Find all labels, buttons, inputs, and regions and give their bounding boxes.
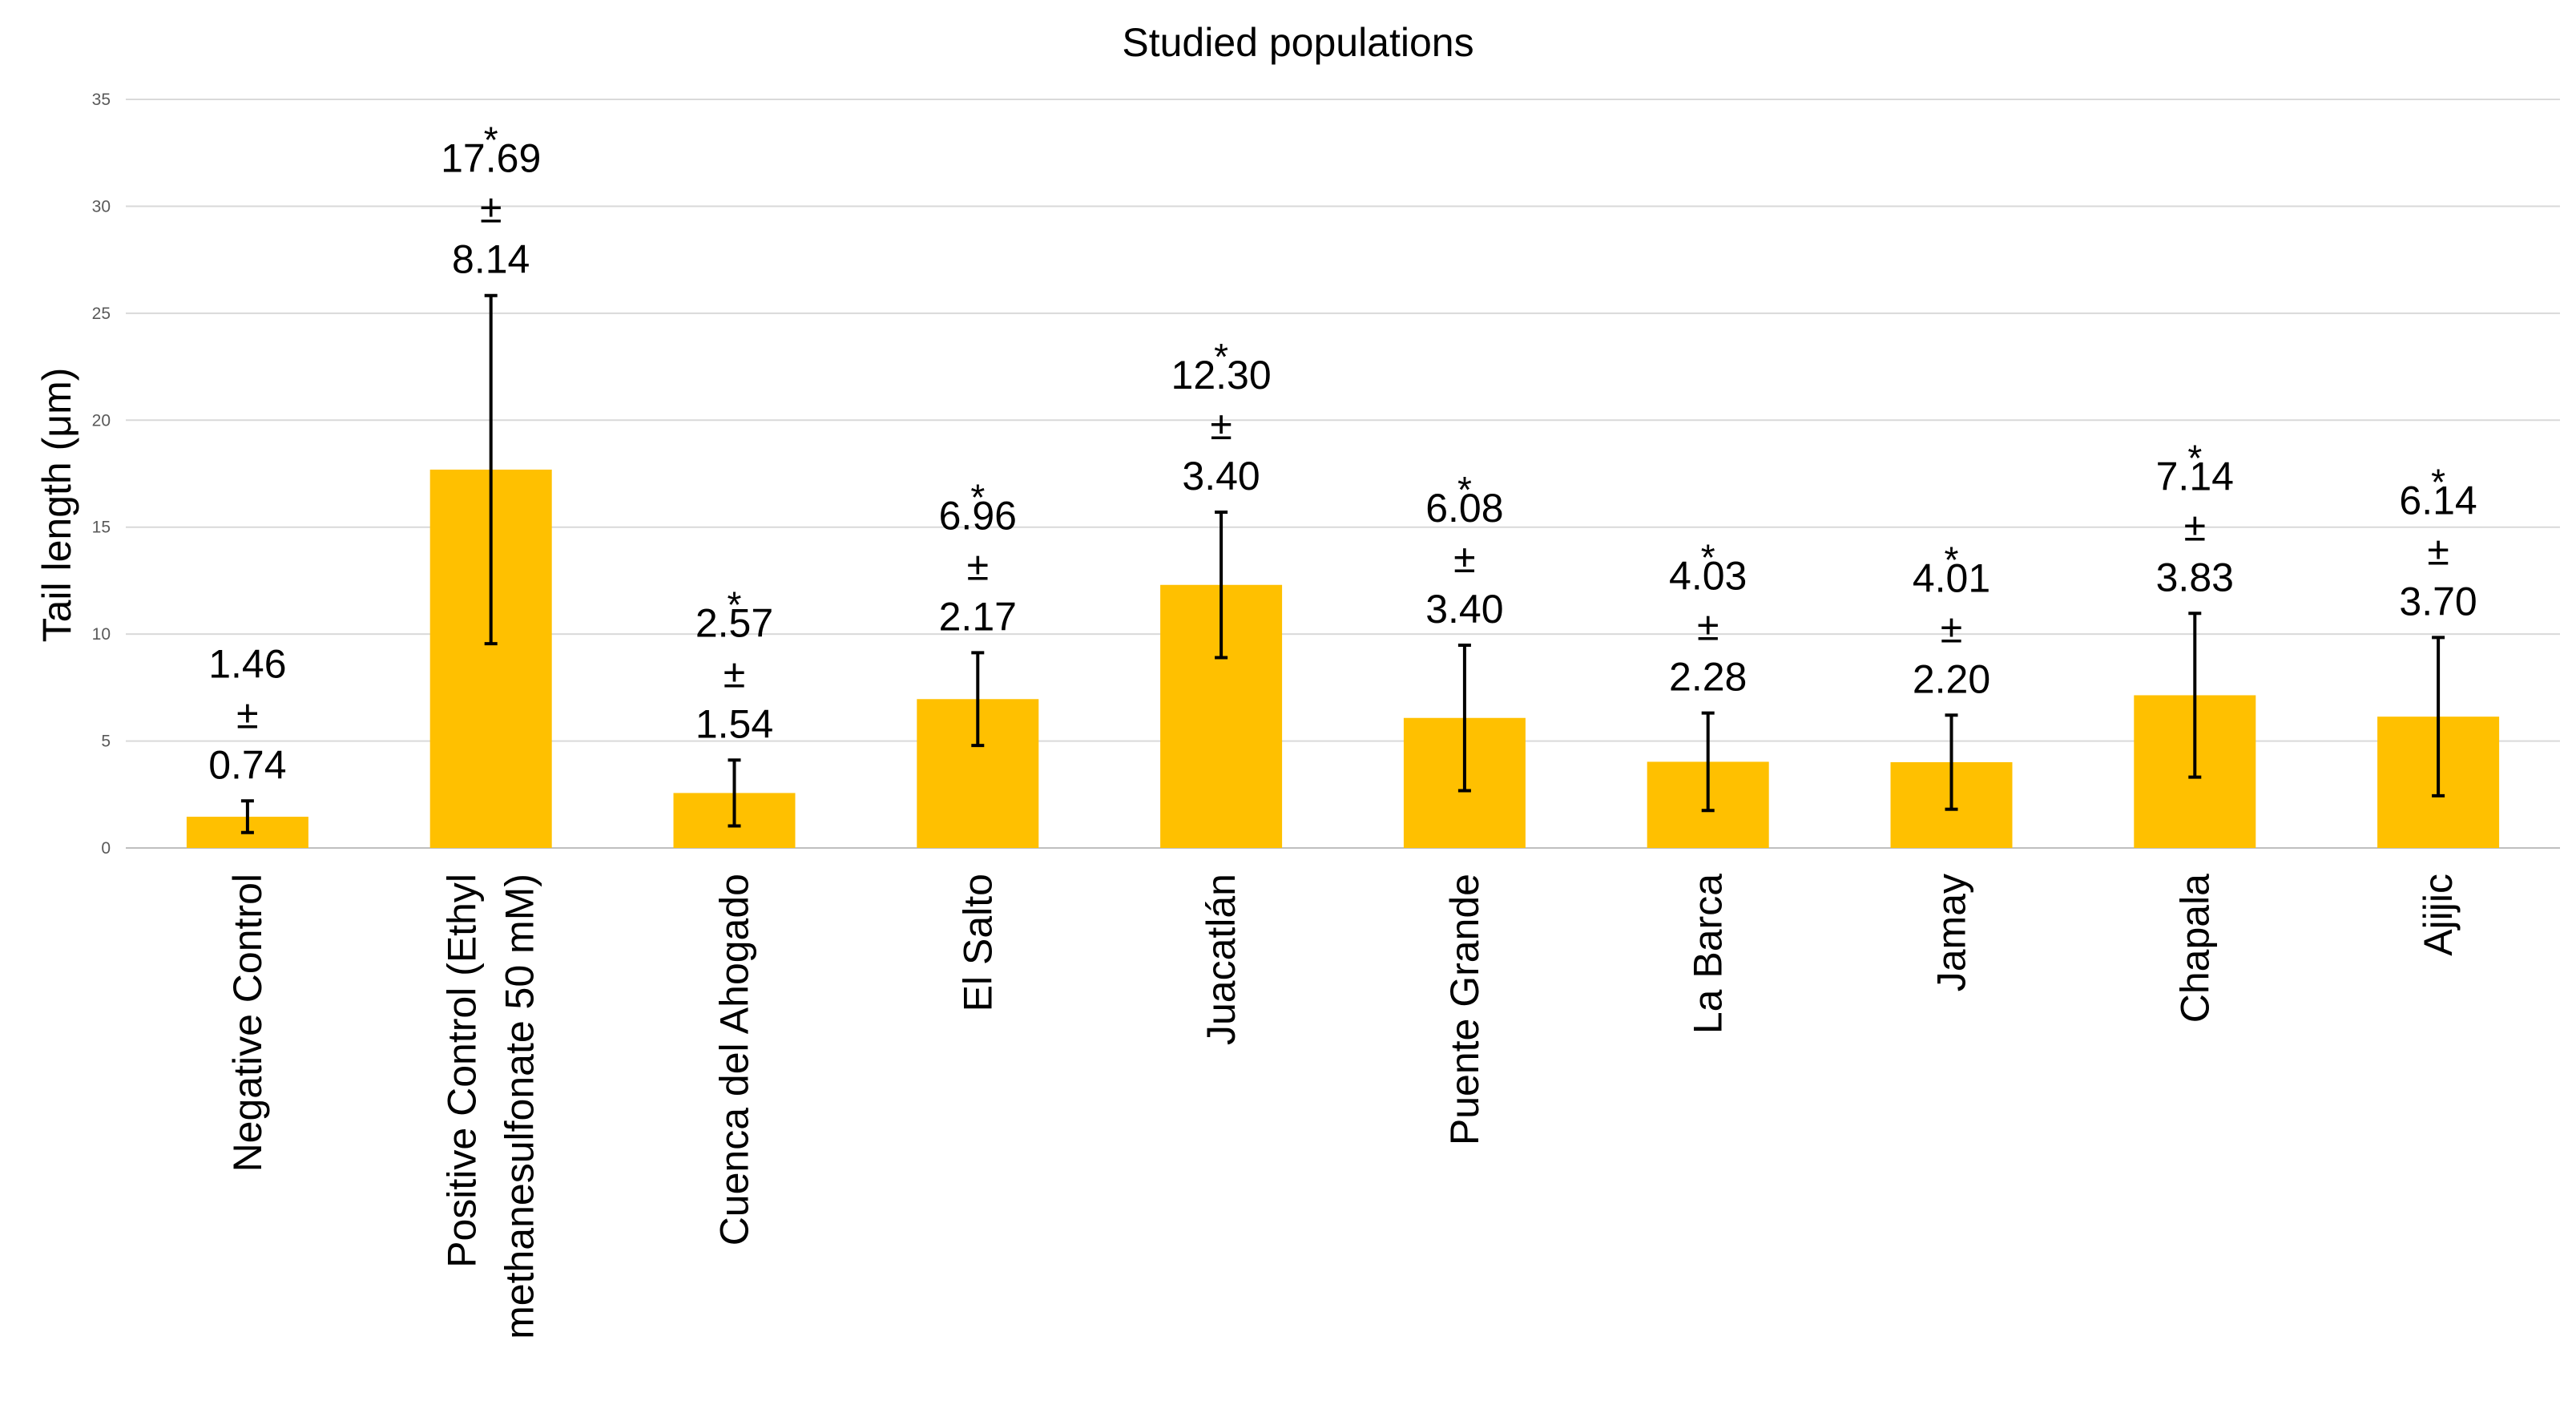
- data-label: 4.01: [1913, 555, 1990, 600]
- data-label: 3.70: [2399, 579, 2477, 624]
- data-label: 3.83: [2156, 555, 2234, 600]
- data-label: 2.17: [939, 594, 1017, 639]
- data-label: 0.74: [208, 742, 286, 787]
- y-tick-label: 5: [101, 733, 111, 751]
- data-label: ±: [1210, 403, 1232, 448]
- chart-title: Studied populations: [1122, 20, 1473, 65]
- x-tick-label: La Barca: [1686, 874, 1731, 1034]
- data-label: ±: [724, 651, 745, 696]
- x-tick-label-group: Ajijic: [2416, 874, 2461, 956]
- x-tick-label: Puente Grande: [1442, 874, 1487, 1145]
- x-tick-label-group: La Barca: [1686, 874, 1731, 1034]
- x-tick-label: methanesulfonate 50 mM): [498, 874, 542, 1339]
- data-label: 6.08: [1425, 486, 1503, 531]
- data-label: ±: [1697, 604, 1719, 649]
- data-label: 2.28: [1669, 655, 1747, 700]
- y-tick-label: 25: [92, 305, 111, 323]
- x-tick-label: Ajijic: [2416, 874, 2461, 956]
- significance-marker: *: [1945, 539, 1959, 580]
- y-tick-labels: 0 5 10 15 20 25 30 35: [92, 91, 111, 858]
- significance-marker: *: [484, 119, 498, 161]
- significance-marker: *: [728, 583, 742, 625]
- significance-marker: *: [2431, 461, 2445, 503]
- data-label: 6.14: [2399, 478, 2477, 523]
- data-label: 1.54: [695, 701, 773, 746]
- data-labels: 1.46±0.7417.69±8.14*2.57±1.54*6.96±2.17*…: [208, 119, 2477, 788]
- x-tick-label: Jamay: [1929, 874, 1974, 991]
- data-label: 2.57: [695, 600, 773, 645]
- x-tick-label: El Salto: [955, 874, 1000, 1011]
- x-tick-label-group: Chapala: [2172, 874, 2217, 1023]
- y-tick-label: 20: [92, 411, 111, 430]
- data-label: ±: [236, 692, 258, 737]
- significance-marker: *: [1701, 537, 1715, 579]
- error-bars: [240, 293, 2445, 834]
- data-label: ±: [1453, 536, 1475, 581]
- x-tick-label-group: El Salto: [955, 874, 1000, 1011]
- x-tick-label-group: Puente Grande: [1442, 874, 1487, 1145]
- significance-marker: *: [1457, 469, 1472, 511]
- data-label: 4.03: [1669, 554, 1747, 599]
- data-label: 2.20: [1913, 656, 1990, 701]
- data-label: 12.30: [1171, 353, 1272, 398]
- x-tick-label: Positive Control (Ethyl: [440, 874, 485, 1268]
- x-tick-label-group: Jamay: [1929, 874, 1974, 991]
- y-tick-label: 15: [92, 519, 111, 537]
- x-tick-label: Juacatlán: [1199, 874, 1244, 1045]
- data-label: ±: [2184, 504, 2206, 549]
- data-label: ±: [480, 187, 502, 232]
- y-tick-label: 30: [92, 197, 111, 216]
- significance-marker: *: [2187, 437, 2202, 478]
- data-label: ±: [2427, 528, 2449, 573]
- data-label: 1.46: [208, 641, 286, 686]
- y-tick-label: 10: [92, 625, 111, 644]
- x-tick-label-group: Positive Control (Ethyl methanesulfonate …: [440, 874, 542, 1339]
- data-label: ±: [967, 543, 989, 588]
- x-tick-label: Cuenca del Ahogado: [712, 874, 757, 1245]
- y-tick-label: 35: [92, 91, 111, 109]
- x-tick-label-group: Juacatlán: [1199, 874, 1244, 1045]
- data-label: ±: [1941, 606, 1962, 651]
- data-label: 3.40: [1425, 587, 1503, 632]
- data-label: 17.69: [441, 136, 541, 181]
- x-tick-label: Chapala: [2172, 874, 2217, 1023]
- data-label: 6.96: [939, 493, 1017, 538]
- x-tick-label-group: Negative Control: [225, 874, 270, 1172]
- significance-marker: *: [1214, 336, 1228, 377]
- data-label: 7.14: [2156, 454, 2234, 499]
- x-tick-label: Negative Control: [225, 874, 270, 1172]
- x-tick-labels: Negative Control Positive Control (Ethyl m…: [225, 874, 2461, 1339]
- x-tick-label-group: Cuenca del Ahogado: [712, 874, 757, 1245]
- data-label: 8.14: [452, 237, 530, 282]
- y-axis-label: Tail length (μm): [34, 368, 79, 643]
- y-tick-label: 0: [101, 839, 111, 858]
- data-label: 3.40: [1182, 454, 1260, 499]
- significance-marker: *: [970, 476, 985, 518]
